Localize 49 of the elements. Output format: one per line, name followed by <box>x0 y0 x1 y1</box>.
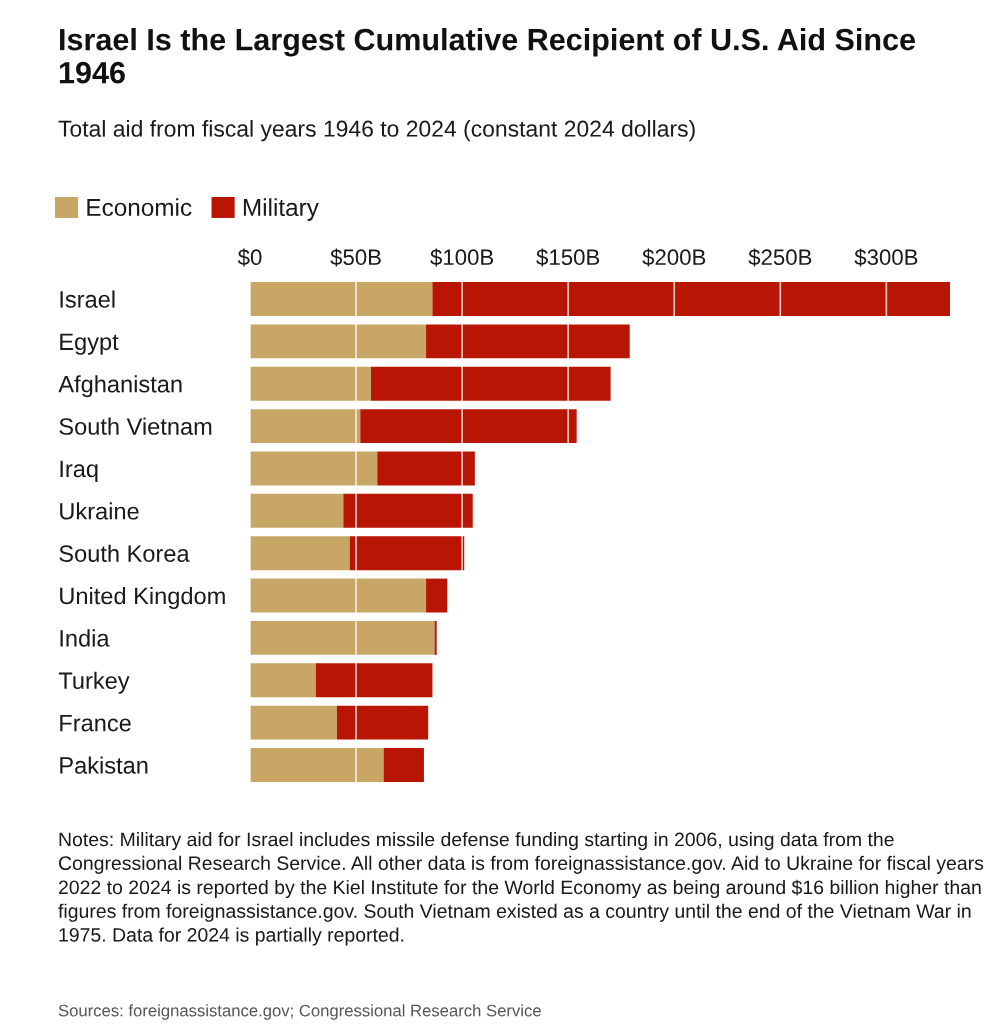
y-tick-label: South Vietnam <box>59 417 212 435</box>
bar <box>432 282 950 316</box>
y-tick-label: Israel <box>60 290 115 308</box>
legend-label: Military <box>243 198 319 221</box>
text: Notes: Military aid for Israel includes missile defense funding starting in 2006, using data from the Congressional Research Service. All other data is from foreignassistance.gov. Aid to Ukraine for fiscal years 2022 to 2024 is reported by the Kiel Institute for the World Economy as being around $16 billion higher than figures from foreignassistance.gov. South Vietnam existed as a country until the end of the Vietnam War in 1975. Data for 2024 is partially reported. <box>58 832 984 946</box>
y-tick-label: Iraq <box>60 460 98 482</box>
bar <box>434 620 437 655</box>
x-tick-label: $200B <box>642 248 706 267</box>
bar <box>250 748 384 782</box>
bar <box>360 409 577 444</box>
bar <box>383 748 424 782</box>
x-tick-label: $250B <box>748 248 812 267</box>
bar <box>250 536 350 571</box>
y-tick-label: Ukraine <box>60 502 139 520</box>
bar <box>250 663 316 698</box>
y-tick-label: India <box>60 629 110 647</box>
y-tick-label: Pakistan <box>60 756 148 774</box>
bar <box>315 663 433 698</box>
bar <box>250 493 344 528</box>
bar <box>426 578 448 613</box>
bar <box>370 366 611 401</box>
source-note: Sources: foreignassistance.gov; Congressional Research Service <box>58 1004 541 1020</box>
bar <box>349 536 465 571</box>
y-tick-label: Turkey <box>58 671 130 694</box>
chart-title: Israel Is the Largest Cumulative Recipient of U.S. Aid Since 1946 <box>59 28 915 84</box>
y-tick-label: United Kingdom <box>60 586 225 609</box>
x-tick-label: $100B <box>430 248 494 267</box>
x-tick-label: $0 <box>237 248 262 267</box>
bar <box>250 451 378 486</box>
y-tick-label: South Korea <box>59 544 190 562</box>
legend-label: Economic <box>87 198 192 217</box>
bar <box>250 705 337 740</box>
bar <box>336 705 429 740</box>
bar <box>426 324 630 359</box>
bar <box>250 324 427 359</box>
bar <box>250 409 361 444</box>
x-tick-label: $150B <box>536 248 600 267</box>
bar <box>250 620 435 655</box>
y-tick-label: France <box>60 714 131 732</box>
bar <box>377 451 475 486</box>
x-tick-label: $300B <box>854 248 918 267</box>
bar <box>250 282 433 316</box>
y-tick-label: Egypt <box>60 333 119 355</box>
bar <box>343 493 473 528</box>
bar <box>250 578 427 613</box>
chart-subtitle: Total aid from fiscal years 1946 to 2024 (constant 2024 dollars) <box>58 120 695 142</box>
y-tick-label: Afghanistan <box>58 375 182 398</box>
x-tick-label: $50B <box>330 248 381 267</box>
bar <box>250 366 371 401</box>
